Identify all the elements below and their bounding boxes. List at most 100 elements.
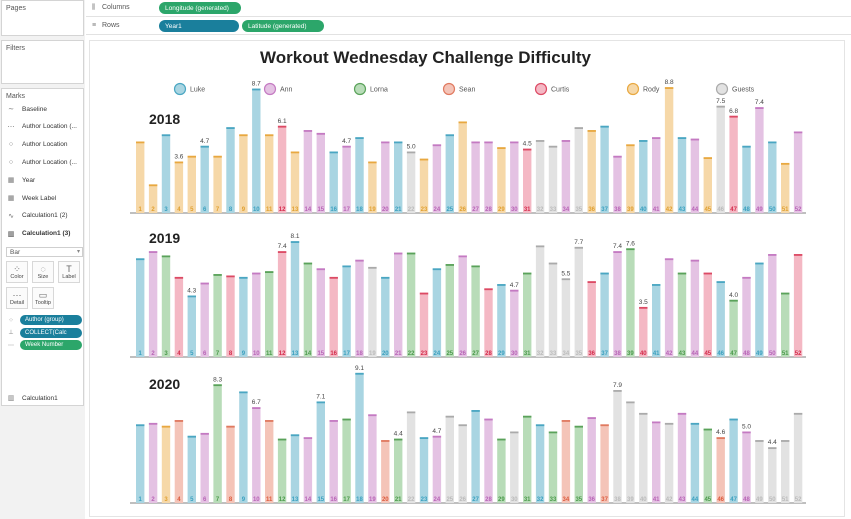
bar-cap-2019-week-23 (419, 292, 429, 295)
bar-cap-2018-week-12 (277, 125, 287, 128)
calculation1-layer[interactable]: ▥ Calculation1 (6, 392, 58, 404)
bar-cap-2018-week-9 (239, 134, 248, 137)
color-button[interactable]: ⁘ Color (6, 261, 28, 283)
bar-cap-2018-week-23 (419, 158, 429, 161)
bar-2018-week-11 (265, 134, 274, 213)
bar-2020-week-33 (548, 431, 558, 503)
week-label-2019-15: 15 (317, 351, 324, 357)
bar-2018-week-44 (690, 138, 700, 213)
bar-cap-2018-week-8 (226, 127, 235, 129)
bar-2018-week-2 (148, 184, 158, 213)
marks-layer-author-location[interactable]: ⋯ Author Location (... (6, 121, 77, 133)
bar-cap-2019-week-31 (523, 272, 532, 275)
bar-cap-2019-week-21 (394, 252, 403, 255)
label-button-label: Label (62, 274, 76, 280)
marks-layer-year[interactable]: ▦ Year (6, 174, 35, 186)
mark-pill-collect-calc[interactable]: COLLECT(Calc (20, 327, 82, 338)
bar-cap-2018-week-37 (600, 125, 609, 128)
bar-2018-week-14 (303, 130, 313, 213)
bar-2019-week-14 (303, 262, 313, 357)
bar-cap-2019-week-15 (316, 268, 325, 271)
rows-pill-latitude[interactable]: Latitude (generated) (242, 20, 324, 32)
detail-button[interactable]: ⋯ Detail (6, 287, 28, 309)
marks-layer-week-label[interactable]: ▦ Week Label (6, 192, 57, 204)
rows-shelf[interactable]: ≡ Rows Year1 Latitude (generated) (86, 18, 851, 35)
bar-cap-2019-week-24 (432, 268, 442, 271)
columns-pill-longitude[interactable]: Longitude (generated) (159, 2, 241, 14)
bar-cap-2018-week-28 (484, 141, 493, 144)
tooltip-button[interactable]: ▭ Tooltip (32, 287, 54, 309)
bar-cap-2018-week-49 (755, 107, 764, 109)
bar-cap-2018-week-27 (471, 141, 480, 144)
bar-2019-week-18 (355, 259, 364, 357)
marks-layer-calculation1-3[interactable]: ▥ Calculation1 (3) (6, 228, 71, 240)
mark-pill-author-group[interactable]: Author (group) (20, 315, 82, 325)
layer-label: Baseline (22, 105, 47, 113)
bar-2019-week-45 (703, 272, 712, 357)
week-label-2020-10: 10 (253, 497, 260, 503)
bar-cap-2018-week-48 (742, 145, 751, 148)
rows-pill-year1[interactable]: Year1 (159, 20, 239, 32)
week-label-2020-23: 23 (421, 497, 428, 503)
mark-pill-row: ⊥ COLLECT(Calc (6, 327, 82, 338)
bar-2020-week-43 (677, 412, 687, 503)
marks-layer-author-location[interactable]: ○ Author Location (... (6, 156, 77, 168)
week-label-2018-28: 28 (485, 207, 492, 213)
value-label-2018-31: 4.5 (523, 141, 532, 148)
bar-cap-2020-week-19 (368, 414, 377, 417)
bar-cap-2020-week-46 (716, 437, 725, 440)
bar-2020-week-8 (226, 425, 235, 503)
bar-2019-week-52 (793, 254, 803, 357)
bar-2018-week-38 (613, 155, 622, 213)
label-button[interactable]: T Label (58, 261, 80, 283)
bar-2018-week-49 (755, 107, 764, 213)
marks-layer-calculation1-2[interactable]: ∿ Calculation1 (2) (6, 210, 67, 222)
pages-card[interactable]: Pages (1, 0, 84, 36)
week-label-2018-10: 10 (253, 207, 260, 213)
value-label-2020-7: 8.3 (213, 376, 222, 383)
bar-cap-2018-week-6 (200, 145, 209, 148)
week-label-2018-32: 32 (537, 207, 544, 213)
legend-label-guests: Guests (732, 87, 755, 94)
week-label-2018-49: 49 (756, 207, 763, 213)
bar-2018-week-3 (161, 134, 171, 213)
bar-cap-2018-week-4 (174, 161, 184, 164)
marks-layer-author-location[interactable]: ○ Author Location (6, 139, 68, 151)
mark-type-dropdown[interactable]: Bar ▾ (6, 247, 83, 257)
bar-2018-week-17 (342, 145, 351, 213)
bar-cap-2020-week-31 (523, 415, 532, 418)
marks-layer-baseline[interactable]: ∼ Baseline (6, 103, 47, 115)
bar-2018-week-4 (174, 161, 184, 213)
bar-cap-2018-week-10 (252, 88, 261, 91)
week-label-2019-7: 7 (216, 351, 220, 357)
week-label-2019-47: 47 (730, 351, 737, 357)
bar-cap-2018-week-13 (290, 151, 300, 154)
filters-card[interactable]: Filters (1, 40, 84, 84)
bar-cap-2018-week-22 (406, 151, 416, 154)
bar-2019-week-31 (523, 272, 532, 357)
bar-cap-2019-week-43 (677, 272, 687, 275)
bar-cap-2019-week-29 (497, 284, 506, 286)
bar-cap-2020-week-15 (316, 401, 325, 404)
bar-cap-2019-week-39 (626, 248, 635, 251)
bar-cap-2019-week-16 (329, 276, 338, 279)
bar-cap-2018-week-52 (793, 131, 803, 134)
bar-chart-icon: ▥ (7, 395, 15, 402)
bar-2020-week-49 (755, 440, 764, 503)
size-button[interactable]: ◌ Size (32, 261, 54, 283)
value-label-2020-24: 4.7 (432, 428, 441, 435)
week-label-2018-13: 13 (292, 207, 299, 213)
bar-2019-week-35 (574, 246, 583, 357)
bar-cap-2019-week-28 (484, 288, 493, 291)
legend-swatch-sean (442, 82, 456, 96)
columns-shelf[interactable]: ⫼ Columns Longitude (generated) (86, 0, 851, 17)
value-label-2018-4: 3.6 (174, 154, 183, 161)
mark-pill-week-number[interactable]: Week Number (20, 340, 82, 350)
bar-cap-2019-week-44 (690, 259, 700, 262)
legend-label-luke: Luke (190, 87, 205, 94)
bar-2019-week-1 (136, 258, 145, 357)
value-label-2019-30: 4.7 (510, 282, 519, 289)
bar-2018-week-40 (639, 140, 648, 213)
bar-cap-2020-week-14 (303, 437, 313, 440)
bar-cap-2018-week-24 (432, 144, 442, 147)
